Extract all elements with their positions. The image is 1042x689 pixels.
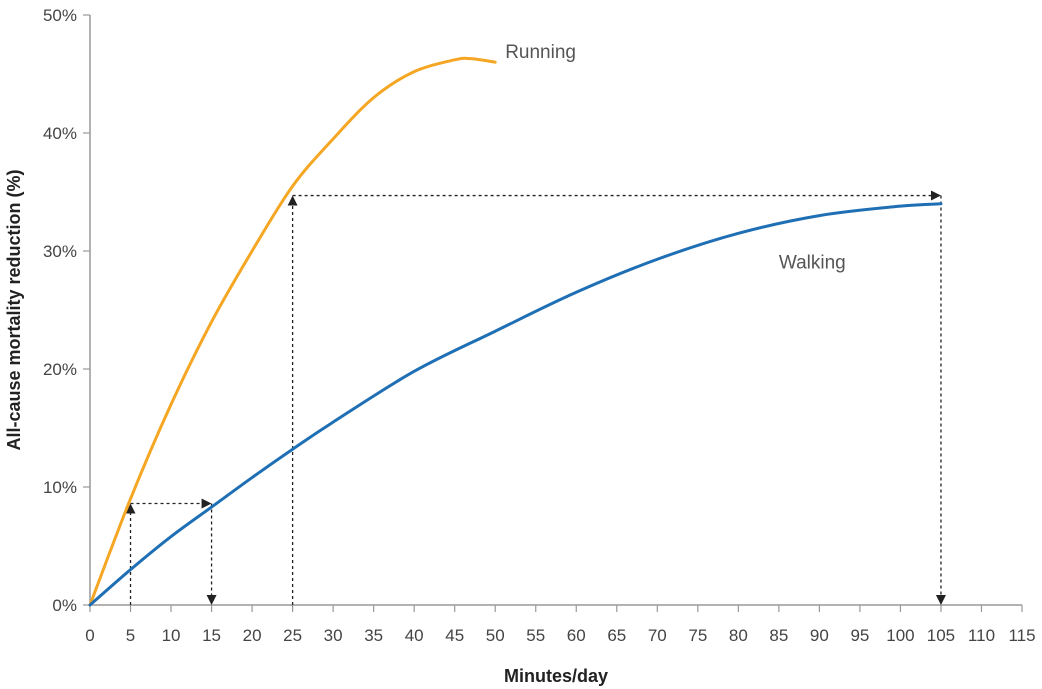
x-tick-label: 65: [607, 626, 626, 645]
y-tick-label: 10%: [43, 478, 77, 497]
x-tick-label: 20: [243, 626, 262, 645]
x-ticks: 0 5 10 15 20 25 30 35 40 45 50 55 60 65 70 75 80 85 90 95 10…: [85, 605, 1036, 645]
x-tick-label: 110: [968, 626, 995, 645]
x-tick-label: 55: [526, 626, 545, 645]
x-tick-label: 105: [927, 626, 955, 645]
annotations: [125, 190, 946, 605]
x-tick-label: 15: [202, 626, 221, 645]
x-tick-label: 60: [567, 626, 586, 645]
x-tick-label: 45: [445, 626, 464, 645]
y-tick-label: 40%: [43, 124, 77, 143]
x-tick-label: 70: [648, 626, 667, 645]
y-tick-label: 20%: [43, 360, 77, 379]
x-tick-label: 25: [283, 626, 302, 645]
x-tick-label: 30: [324, 626, 343, 645]
y-ticks: 0% 10% 20% 30% 40% 50%: [43, 6, 90, 615]
x-axis-title: Minutes/day: [504, 666, 608, 686]
x-tick-label: 95: [850, 626, 869, 645]
x-tick-label: 10: [162, 626, 181, 645]
y-axis-title: All-cause mortality reduction (%): [4, 169, 24, 450]
x-tick-label: 100: [886, 626, 914, 645]
x-tick-label: 50: [486, 626, 505, 645]
x-tick-label: 115: [1008, 626, 1035, 645]
series-line-walking: [88, 202, 943, 607]
y-tick-label: 50%: [43, 6, 77, 25]
x-tick-label: 75: [688, 626, 707, 645]
series-label-walking: Walking: [779, 253, 846, 274]
x-tick-label: 40: [405, 626, 424, 645]
x-tick-label: 5: [126, 626, 135, 645]
series-group: Running Walking: [88, 42, 943, 607]
x-tick-label: 80: [729, 626, 748, 645]
x-tick-label: 85: [769, 626, 788, 645]
y-tick-label: 30%: [43, 242, 77, 261]
x-tick-label: 0: [85, 626, 94, 645]
y-tick-label: 0%: [52, 596, 77, 615]
x-tick-label: 90: [810, 626, 829, 645]
x-tick-label: 35: [364, 626, 383, 645]
series-label-running: Running: [505, 42, 576, 63]
series-line-running: [88, 56, 497, 607]
